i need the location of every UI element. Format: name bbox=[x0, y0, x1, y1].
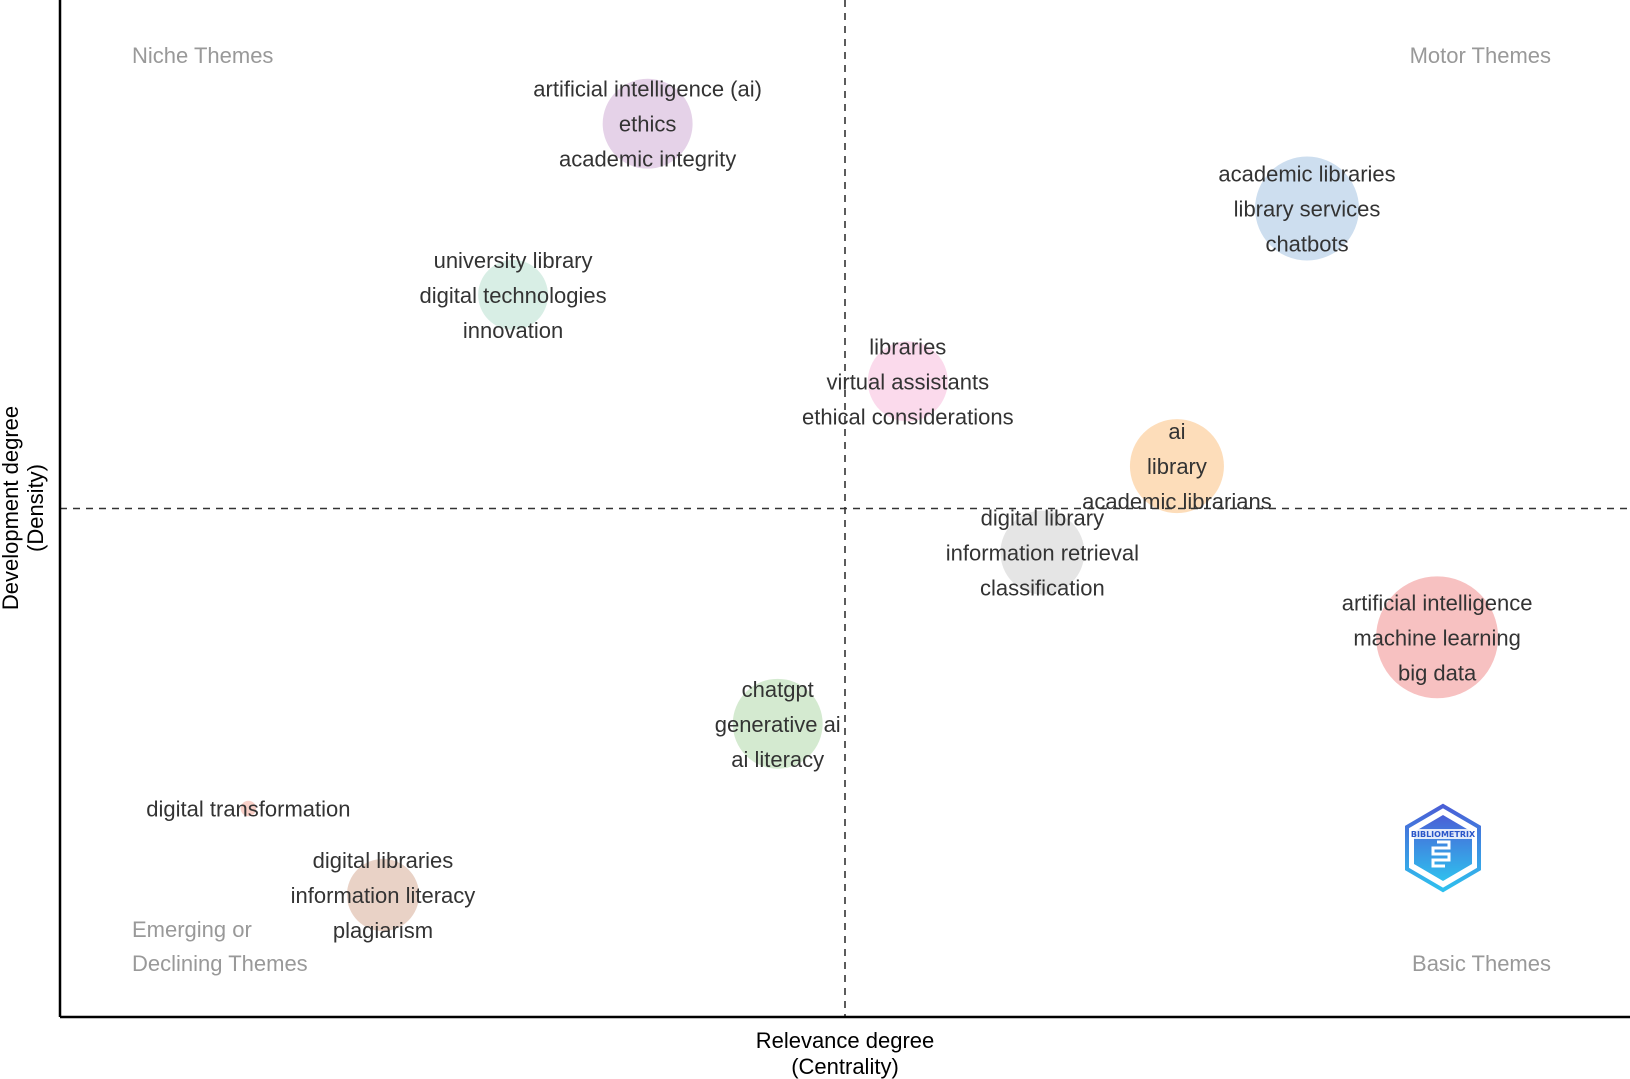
cluster-label: digital library bbox=[981, 506, 1105, 531]
cluster-bubble bbox=[602, 78, 693, 169]
cluster-label: innovation bbox=[463, 318, 563, 343]
cluster-bubble bbox=[1376, 576, 1499, 699]
cluster-label: virtual assistants bbox=[826, 369, 989, 394]
cluster-bubble bbox=[1255, 156, 1359, 261]
cluster-label: digital libraries bbox=[313, 848, 454, 873]
cluster-bubble bbox=[1000, 510, 1085, 595]
x-axis-title: Relevance degree bbox=[756, 1028, 935, 1053]
cluster-label: academic integrity bbox=[559, 147, 736, 172]
cluster-bubble bbox=[240, 800, 257, 817]
cluster-label: ai literacy bbox=[731, 747, 824, 772]
cluster-label: ai bbox=[1168, 419, 1185, 444]
cluster-label: classification bbox=[980, 576, 1105, 601]
cluster-bubble bbox=[732, 678, 823, 769]
cluster-label: digital transformation bbox=[146, 797, 350, 822]
cluster-label: digital technologies bbox=[419, 283, 606, 308]
cluster-label: library bbox=[1147, 454, 1207, 479]
cluster-bubble bbox=[1129, 419, 1224, 514]
cluster-label: libraries bbox=[869, 334, 946, 359]
cluster-label: generative ai bbox=[715, 712, 841, 737]
bibliometrix-logo: BIBLIOMETRIX bbox=[1405, 803, 1481, 893]
quadrant-label-motor: Motor Themes bbox=[1410, 43, 1551, 68]
quadrant-label-niche: Niche Themes bbox=[132, 43, 273, 68]
cluster-label: university library bbox=[434, 248, 593, 273]
cluster-label: information literacy bbox=[291, 883, 476, 908]
cluster-label: information retrieval bbox=[946, 541, 1139, 566]
cluster-label: chatbots bbox=[1265, 231, 1348, 256]
cluster-label: machine learning bbox=[1353, 625, 1521, 650]
x-axis-subtitle: (Centrality) bbox=[791, 1054, 899, 1079]
cluster-label: ethics bbox=[619, 112, 676, 137]
cluster-label: artificial intelligence bbox=[1342, 590, 1533, 615]
cluster-label: library services bbox=[1234, 196, 1381, 221]
y-axis-subtitle: (Density) bbox=[23, 464, 48, 552]
bubble-layer bbox=[240, 78, 1499, 932]
cluster-label: artificial intelligence (ai) bbox=[533, 77, 762, 102]
cluster-label: chatgpt bbox=[742, 677, 814, 702]
cluster-label: plagiarism bbox=[333, 918, 433, 943]
quadrant-label-emerging-2: Declining Themes bbox=[132, 951, 308, 976]
cluster-bubble bbox=[346, 858, 420, 932]
quadrant-label-basic: Basic Themes bbox=[1412, 951, 1551, 976]
svg-text:BIBLIOMETRIX: BIBLIOMETRIX bbox=[1411, 830, 1476, 839]
cluster-label: academic librarians bbox=[1082, 489, 1272, 514]
quadrant-label-emerging-1: Emerging or bbox=[132, 917, 252, 942]
cluster-bubble bbox=[867, 341, 948, 422]
cluster-label: big data bbox=[1398, 660, 1477, 685]
cluster-label: ethical considerations bbox=[802, 404, 1014, 429]
label-layer: artificial intelligence (ai) ethics academ… bbox=[146, 77, 1532, 943]
y-axis-title: Development degree bbox=[0, 406, 23, 610]
cluster-label: academic libraries bbox=[1218, 161, 1395, 186]
cluster-bubble bbox=[478, 260, 548, 330]
